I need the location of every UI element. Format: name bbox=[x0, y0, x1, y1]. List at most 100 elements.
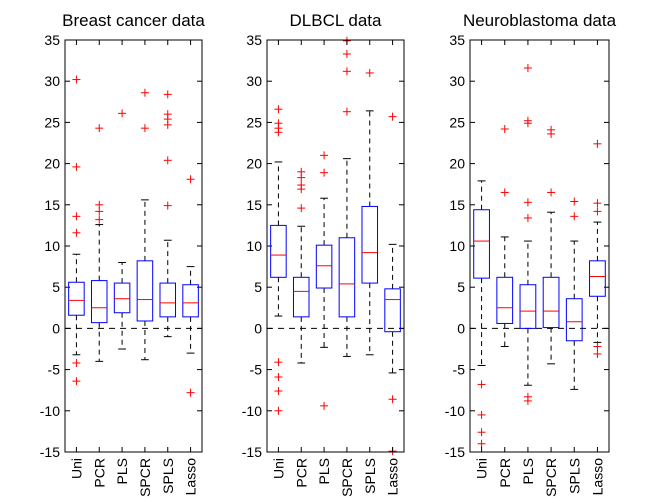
y-tick-label: -15 bbox=[40, 444, 60, 460]
outlier-marker bbox=[570, 197, 579, 206]
box-spcr bbox=[136, 88, 154, 361]
outlier-marker bbox=[500, 124, 509, 133]
box-uni bbox=[68, 75, 85, 386]
outlier-marker bbox=[593, 349, 602, 358]
y-tick-label: -15 bbox=[445, 444, 465, 460]
y-tick-label: -15 bbox=[242, 444, 262, 460]
x-category-label: PLS bbox=[316, 458, 332, 484]
box-pcr bbox=[496, 124, 514, 348]
x-category-label: PCR bbox=[293, 458, 309, 488]
outlier-marker bbox=[72, 162, 81, 171]
plot-frame bbox=[469, 39, 610, 453]
box-spcr bbox=[338, 36, 356, 357]
x-category-label: SPCR bbox=[339, 458, 355, 497]
x-category-label: Lasso bbox=[589, 458, 605, 496]
y-tick-label: 30 bbox=[449, 73, 465, 89]
box-iqr bbox=[338, 237, 356, 318]
outlier-marker bbox=[118, 109, 127, 118]
outlier-marker bbox=[547, 129, 556, 138]
box-spls bbox=[159, 90, 177, 338]
box-iqr bbox=[542, 276, 560, 329]
y-tick-label: 35 bbox=[44, 32, 60, 48]
outlier-marker bbox=[163, 120, 172, 129]
outlier-marker bbox=[477, 439, 486, 448]
y-tick-label: 10 bbox=[246, 238, 262, 254]
box-pls bbox=[113, 109, 131, 350]
outlier-marker bbox=[342, 50, 351, 59]
outlier-marker bbox=[274, 373, 283, 382]
box-iqr bbox=[473, 209, 490, 279]
y-tick-label: 25 bbox=[246, 114, 262, 130]
outlier-marker bbox=[72, 75, 81, 84]
chart-title: Breast cancer data bbox=[62, 11, 205, 30]
y-tick-label: 0 bbox=[52, 320, 60, 336]
outlier-marker bbox=[320, 401, 329, 410]
outlier-marker bbox=[570, 212, 579, 221]
outlier-marker bbox=[593, 207, 602, 216]
box-iqr bbox=[519, 284, 537, 329]
outlier-marker bbox=[72, 212, 81, 221]
outlier-marker bbox=[523, 213, 532, 222]
box-iqr bbox=[136, 260, 154, 322]
y-tick-label: 10 bbox=[449, 238, 465, 254]
box-iqr bbox=[384, 288, 401, 333]
outlier-marker bbox=[500, 188, 509, 197]
outlier-marker bbox=[163, 201, 172, 210]
chart-panel-1: Breast cancer data -15 -10 -5 0 5 10 15 20 25 30 35… bbox=[40, 11, 206, 497]
y-tick-label: -10 bbox=[445, 403, 465, 419]
y-tick-label: 15 bbox=[246, 197, 262, 213]
chart-title: Neuroblastoma data bbox=[463, 11, 617, 30]
y-tick-label: 20 bbox=[44, 156, 60, 172]
box-pls bbox=[315, 151, 333, 410]
outlier-marker bbox=[320, 151, 329, 160]
box-iqr bbox=[315, 244, 333, 289]
outlier-marker bbox=[274, 406, 283, 415]
outlier-marker bbox=[477, 428, 486, 437]
x-category-label: PCR bbox=[91, 458, 107, 488]
box-iqr bbox=[90, 280, 108, 324]
y-tick-label: 20 bbox=[449, 156, 465, 172]
outlier-marker bbox=[342, 67, 351, 76]
box-iqr bbox=[159, 282, 177, 318]
box-pls bbox=[519, 64, 537, 405]
x-category-label: Lasso bbox=[385, 458, 401, 496]
outlier-marker bbox=[72, 377, 81, 386]
y-tick-label: 25 bbox=[449, 114, 465, 130]
x-category-label: Lasso bbox=[183, 458, 199, 496]
y-tick-label: 10 bbox=[44, 238, 60, 254]
outlier-marker bbox=[95, 207, 104, 216]
x-category-label: PLS bbox=[520, 458, 536, 484]
y-tick-label: 0 bbox=[254, 320, 262, 336]
chart-panel-3: Neuroblastoma data -15 -10 -5 0 5 10 15 20 25 30 35… bbox=[445, 11, 617, 497]
x-category-label: SPCR bbox=[543, 458, 559, 497]
outlier-marker bbox=[523, 396, 532, 405]
box-uni bbox=[473, 180, 490, 448]
box-pcr bbox=[90, 124, 108, 362]
y-tick-label: 35 bbox=[449, 32, 465, 48]
plot-frame bbox=[266, 39, 405, 453]
box-iqr bbox=[589, 260, 606, 297]
box-iqr bbox=[113, 282, 131, 314]
box-iqr bbox=[496, 276, 514, 324]
outlier-marker bbox=[140, 88, 149, 97]
y-tick-label: 20 bbox=[246, 156, 262, 172]
outlier-marker bbox=[163, 156, 172, 165]
outlier-marker bbox=[297, 173, 306, 182]
box-pcr bbox=[292, 167, 310, 364]
outlier-marker bbox=[477, 380, 486, 389]
outlier-marker bbox=[523, 198, 532, 207]
chart-panel-2: DLBCL data -15 -10 -5 0 5 10 15 20 25 30 35 Uni PCR PL… bbox=[242, 11, 405, 497]
outlier-marker bbox=[95, 124, 104, 133]
outlier-marker bbox=[297, 185, 306, 194]
outlier-marker bbox=[274, 105, 283, 114]
box-lasso bbox=[182, 175, 199, 397]
outlier-marker bbox=[297, 204, 306, 213]
y-tick-label: 35 bbox=[246, 32, 262, 48]
box-iqr bbox=[565, 298, 583, 342]
box-spcr bbox=[542, 125, 560, 365]
x-category-label: Uni bbox=[270, 458, 286, 479]
x-category-label: SPLS bbox=[362, 458, 378, 494]
y-tick-label: 0 bbox=[457, 320, 465, 336]
y-tick-label: 30 bbox=[246, 73, 262, 89]
